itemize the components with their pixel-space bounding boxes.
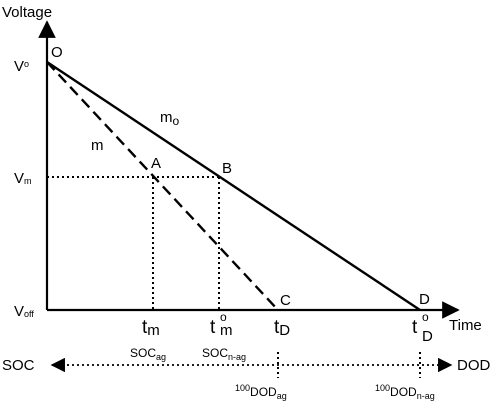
dod-ag-label: 100DODag — [235, 383, 287, 401]
soc-ag-label: SOCag — [130, 346, 166, 362]
point-O: O — [51, 44, 63, 61]
point-C: C — [280, 292, 291, 309]
line-m-dashed — [46, 61, 279, 311]
x-axis-label: Time — [449, 317, 482, 334]
line-mo — [46, 61, 421, 311]
x-tick-tD: tD — [274, 317, 290, 339]
y-tick-vm: Vm — [14, 170, 32, 187]
slope-mo-label: mo — [160, 109, 180, 128]
y-tick-voff: Voff — [14, 303, 34, 320]
y-axis-label: Voltage — [2, 4, 52, 21]
slope-m-label: m — [91, 137, 104, 154]
x-tick-tm: tm — [142, 317, 160, 339]
y-tick-vo: Vo — [14, 58, 29, 75]
point-D: D — [419, 291, 430, 308]
point-A: A — [151, 155, 161, 172]
soc-nag-label: SOCn-ag — [202, 346, 246, 362]
point-B: B — [222, 160, 232, 177]
soc-axis-label: SOC — [2, 357, 35, 374]
dod-nag-label: 100DODn-ag — [375, 383, 435, 401]
dod-axis-label: DOD — [457, 357, 491, 374]
